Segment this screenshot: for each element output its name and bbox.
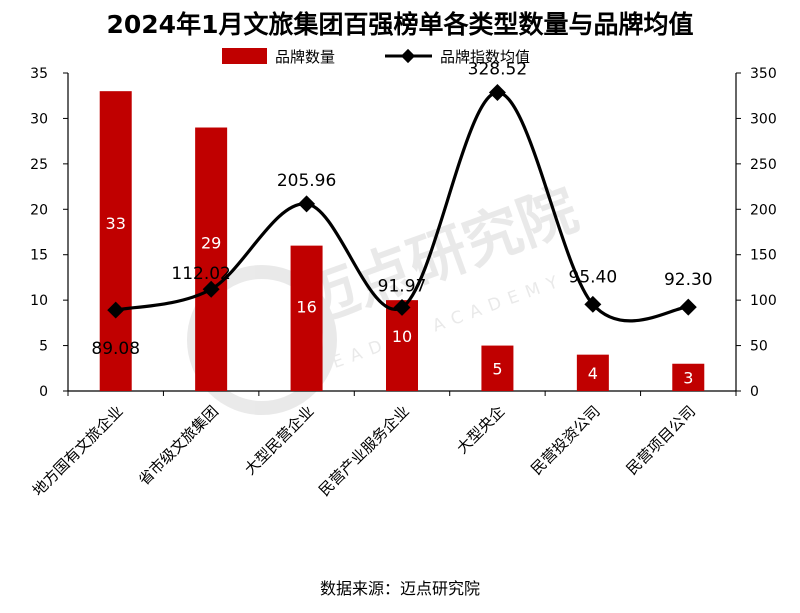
line-value-label: 91.97 <box>378 276 427 296</box>
bar-value-label: 16 <box>296 297 316 316</box>
y-left-tick-label: 0 <box>39 384 48 400</box>
bar-series <box>99 91 705 392</box>
x-tick-label: 大型央企 <box>453 402 508 457</box>
bar <box>672 363 705 391</box>
watermark-logo <box>187 265 337 415</box>
x-tick-label: 民营产业服务企业 <box>315 402 413 500</box>
source-note: 数据来源：迈点研究院 <box>320 579 480 598</box>
line-point <box>393 298 411 316</box>
data-labels: 33 29 16 10 5 4 3 89.08 112.02 205.96 91.97 328.52 9… <box>91 60 712 388</box>
bar-value-label: 29 <box>201 234 221 253</box>
y-right-tick-label: 200 <box>750 202 777 218</box>
line-point <box>107 301 125 319</box>
line-point <box>488 84 506 102</box>
y-right-tick-label: 0 <box>750 384 759 400</box>
y-right-tick-label: 50 <box>750 339 768 355</box>
bar <box>576 354 609 391</box>
bar <box>290 245 323 391</box>
line-value-label: 205.96 <box>277 171 336 191</box>
line-value-label: 89.08 <box>91 339 140 359</box>
bar <box>99 91 132 392</box>
watermark-text: 迈点研究院 <box>290 175 586 338</box>
bar-value-label: 3 <box>683 368 693 387</box>
line-point <box>584 295 602 313</box>
y-left-tick-label: 20 <box>30 202 48 218</box>
line-value-label: 95.40 <box>569 267 618 287</box>
series-line <box>115 90 689 323</box>
y-left-tick-label: 25 <box>30 157 48 173</box>
bar-value-label: 33 <box>106 214 126 233</box>
y-left-tick-label: 15 <box>30 248 48 264</box>
y-left-tick-label: 10 <box>30 293 48 309</box>
y-left-tick-label: 35 <box>30 66 48 82</box>
x-tick-label: 民营投资公司 <box>527 402 603 478</box>
line-point <box>202 280 220 298</box>
y-left-tick-label: 30 <box>30 111 48 127</box>
line-point <box>679 298 697 316</box>
legend-label-line: 品牌指数均值 <box>440 48 530 66</box>
y-right-tick-label: 150 <box>750 248 777 264</box>
y-right-tick-label: 350 <box>750 66 777 82</box>
line-point <box>298 195 316 213</box>
line-value-label: 328.52 <box>468 60 527 80</box>
y-left-tick-label: 5 <box>39 339 48 355</box>
y-right-tick-label: 300 <box>750 111 777 127</box>
y-right-tick-label: 100 <box>750 293 777 309</box>
legend: 品牌数量 品牌指数均值 <box>222 48 530 66</box>
legend-swatch-marker <box>400 48 416 64</box>
bar-value-label: 10 <box>392 327 412 346</box>
x-tick-label: 省市级文旅集团 <box>135 402 222 489</box>
legend-swatch-bar <box>222 48 267 64</box>
bar-value-label: 4 <box>588 364 598 383</box>
bar <box>195 127 228 391</box>
line-value-label: 92.30 <box>664 270 713 290</box>
line-series <box>107 84 697 323</box>
line-value-label: 112.02 <box>171 264 230 284</box>
bar <box>481 345 514 391</box>
y-right-tick-label: 250 <box>750 157 777 173</box>
chart-title: 2024年1月文旅集团百强榜单各类型数量与品牌均值 <box>107 10 694 39</box>
legend-label-bar: 品牌数量 <box>275 48 335 66</box>
bar-value-label: 5 <box>492 359 502 378</box>
x-tick-label: 民营项目公司 <box>623 402 699 478</box>
x-tick-label: 地方国有文旅企业 <box>29 402 127 500</box>
